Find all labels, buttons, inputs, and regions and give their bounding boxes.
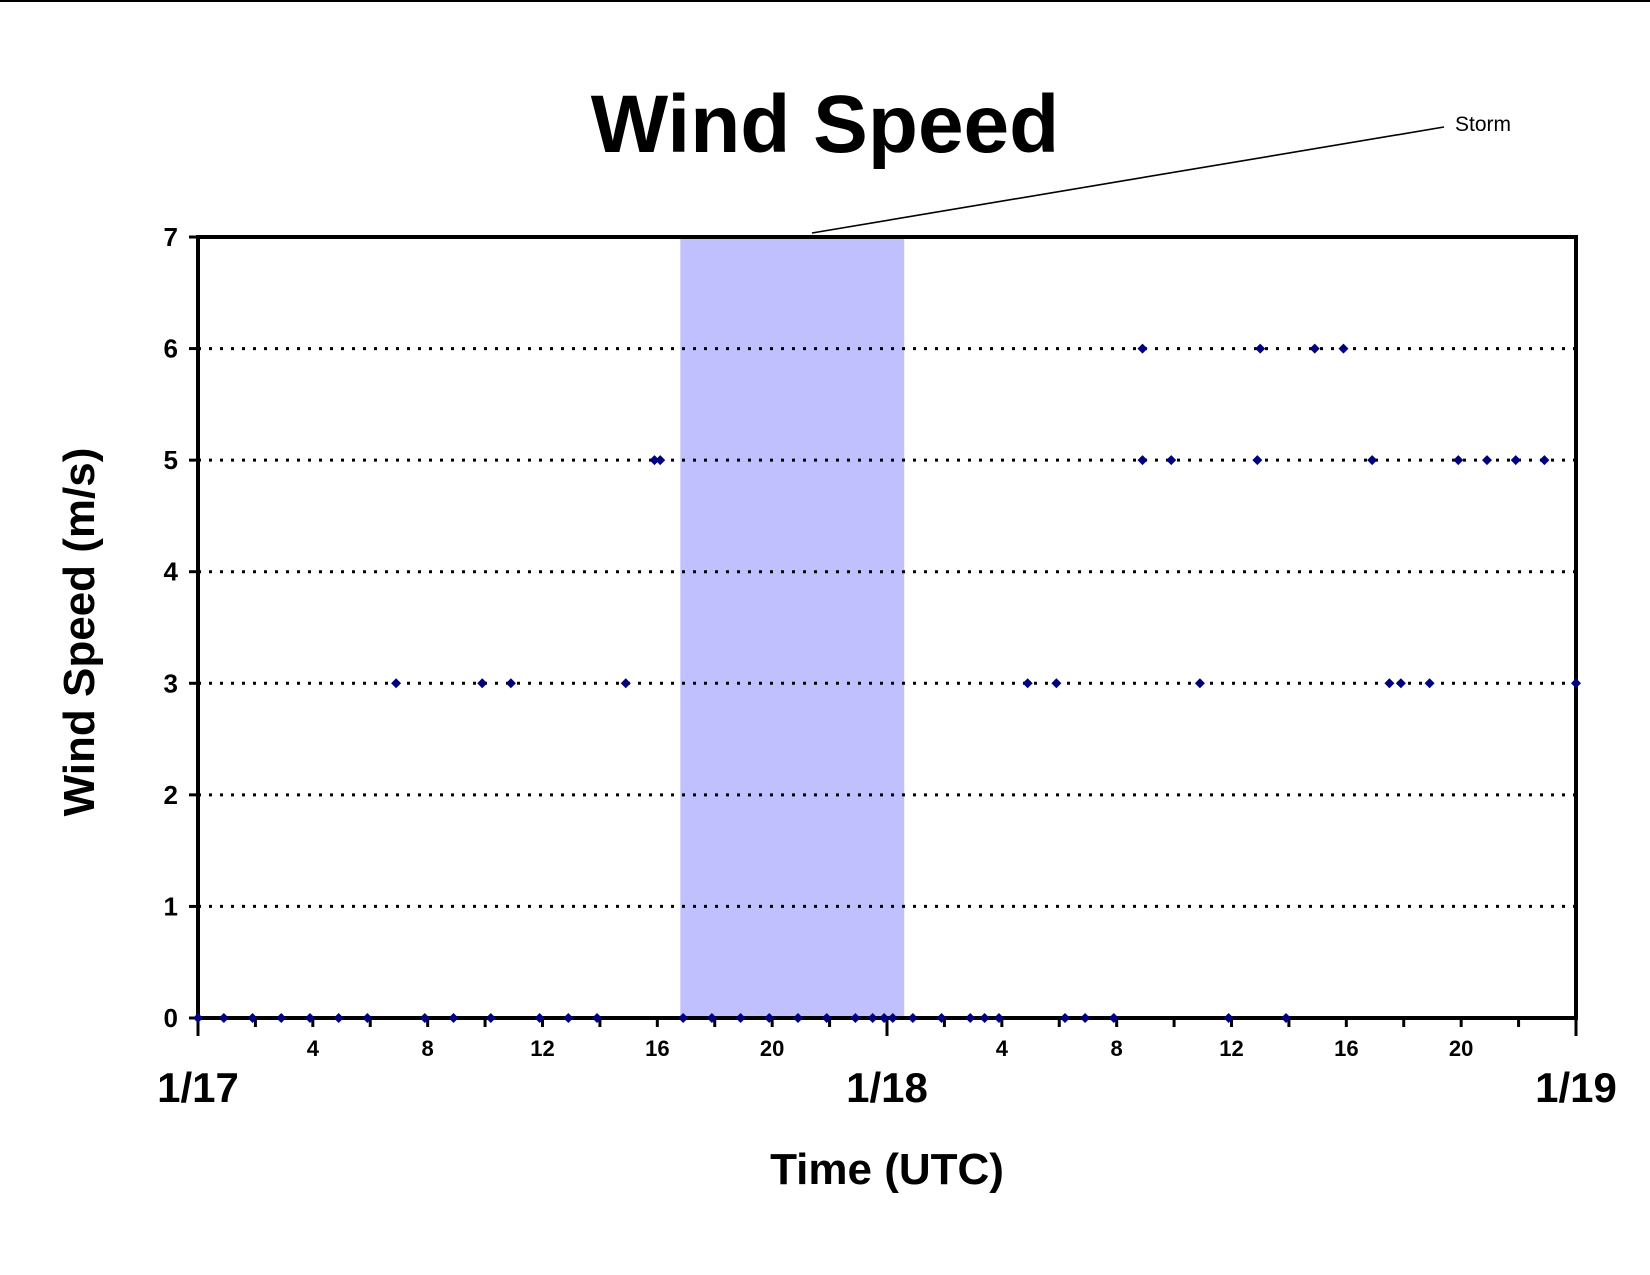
y-tick-label: 5: [164, 445, 178, 475]
data-point: [1223, 1013, 1234, 1023]
data-point: [1281, 1013, 1292, 1023]
x-hour-label: 8: [1111, 1036, 1123, 1061]
data-point: [1338, 343, 1349, 354]
y-tick-label: 1: [164, 891, 178, 921]
data-point: [362, 1013, 373, 1023]
data-point: [1309, 343, 1320, 354]
data-point: [1051, 678, 1062, 689]
data-point: [419, 1013, 430, 1023]
data-point: [1255, 343, 1266, 354]
data-point: [448, 1013, 459, 1023]
data-point: [649, 455, 660, 466]
x-hour-label: 16: [645, 1036, 669, 1061]
data-point: [1453, 455, 1464, 466]
storm-annotation-leader: [811, 126, 1445, 234]
y-tick-label: 0: [164, 1003, 178, 1033]
y-tick-label: 4: [164, 557, 179, 587]
data-point: [764, 1013, 775, 1023]
data-point: [979, 1013, 990, 1023]
data-point: [706, 1013, 717, 1023]
data-point: [1252, 455, 1263, 466]
y-tick-label: 6: [164, 334, 178, 364]
x-hour-label: 4: [996, 1036, 1009, 1061]
data-point: [655, 455, 666, 466]
x-date-label: 1/17: [157, 1064, 239, 1111]
x-hour-label: 12: [1219, 1036, 1243, 1061]
data-point: [247, 1013, 258, 1023]
data-point: [391, 678, 402, 689]
data-point: [1384, 678, 1395, 689]
data-point: [1539, 455, 1550, 466]
storm-annotation-label: Storm: [1455, 113, 1511, 136]
x-hour-label: 8: [422, 1036, 434, 1061]
data-point: [936, 1013, 947, 1023]
data-point: [1571, 678, 1581, 689]
data-point: [793, 1013, 804, 1023]
data-point: [1022, 678, 1033, 689]
data-point: [276, 1013, 287, 1023]
data-point: [477, 678, 488, 689]
data-point: [505, 678, 516, 689]
y-tick-label: 2: [164, 780, 178, 810]
data-point: [1424, 678, 1435, 689]
data-point: [678, 1013, 689, 1023]
data-point: [1137, 455, 1148, 466]
data-point: [534, 1013, 545, 1023]
data-point: [592, 1013, 603, 1023]
y-axis-ticks: 0 1 2 3 4 5 6 7: [164, 222, 198, 1033]
y-tick-label: 7: [164, 222, 178, 252]
x-hour-label: 16: [1334, 1036, 1358, 1061]
data-points: [193, 343, 1581, 1023]
x-hour-label: 12: [530, 1036, 554, 1061]
data-point: [1367, 455, 1378, 466]
data-point: [965, 1013, 976, 1023]
data-point: [1059, 1013, 1070, 1023]
y-axis-label: Wind Speed (m/s): [55, 448, 104, 817]
data-point: [218, 1013, 229, 1023]
data-point: [993, 1013, 1004, 1023]
data-point: [887, 1013, 898, 1023]
storm-region: [680, 237, 905, 1018]
x-date-label: 1/18: [846, 1064, 928, 1111]
data-point: [867, 1013, 878, 1023]
data-point: [620, 678, 631, 689]
x-axis-label: Time (UTC): [770, 1145, 1004, 1194]
data-point: [1194, 678, 1205, 689]
data-point: [1510, 455, 1521, 466]
data-point: [1108, 1013, 1119, 1023]
data-point: [485, 1013, 496, 1023]
x-hour-label: 4: [307, 1036, 320, 1061]
data-point: [879, 1013, 890, 1023]
x-hour-label: 20: [760, 1036, 784, 1061]
x-hour-label: 20: [1449, 1036, 1473, 1061]
y-tick-label: 3: [164, 668, 178, 698]
data-point: [1137, 343, 1148, 354]
data-point: [304, 1013, 315, 1023]
data-point: [1395, 678, 1406, 689]
data-point: [1482, 455, 1493, 466]
x-axis-ticks: 4 8 12 16 20 4 8 12 16 20 1/17 1/18 1/19: [157, 1018, 1617, 1111]
data-point: [735, 1013, 746, 1023]
data-point: [333, 1013, 344, 1023]
data-point: [1080, 1013, 1091, 1023]
x-date-label: 1/19: [1535, 1064, 1617, 1111]
data-point: [1166, 455, 1177, 466]
chart-title: Wind Speed: [591, 79, 1060, 170]
data-point: [821, 1013, 832, 1023]
data-point: [907, 1013, 918, 1023]
data-point: [563, 1013, 574, 1023]
data-point: [850, 1013, 861, 1023]
data-point: [193, 1013, 203, 1023]
